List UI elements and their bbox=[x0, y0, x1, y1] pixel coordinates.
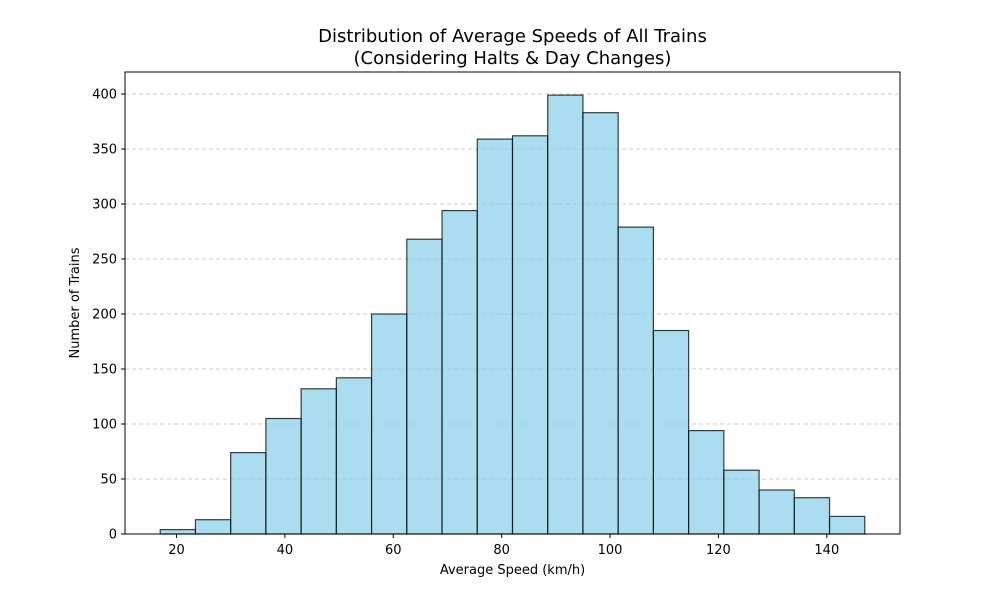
y-tick-label: 300 bbox=[92, 198, 117, 213]
histogram-bar bbox=[688, 430, 725, 535]
chart-title-line-2: (Considering Halts & Day Changes) bbox=[354, 48, 672, 69]
y-tick-label: 100 bbox=[92, 418, 117, 433]
y-tick-label: 250 bbox=[92, 253, 117, 268]
histogram-bar bbox=[758, 489, 795, 535]
histogram-bars bbox=[159, 94, 866, 535]
histogram-bar bbox=[406, 238, 443, 535]
histogram-bar bbox=[159, 528, 197, 535]
histogram-bar bbox=[793, 497, 831, 535]
histogram-bar bbox=[723, 469, 760, 535]
x-tick-label: 100 bbox=[598, 543, 623, 558]
x-tick-label: 60 bbox=[385, 543, 402, 558]
y-tick-label: 400 bbox=[92, 88, 117, 103]
histogram-bar bbox=[582, 112, 619, 535]
y-axis-label: Number of Trains bbox=[68, 247, 83, 358]
histogram-bar bbox=[547, 94, 584, 535]
x-tick-label: 80 bbox=[493, 543, 510, 558]
histogram-bar bbox=[300, 388, 337, 535]
plot-frame bbox=[124, 71, 901, 535]
chart-title-line-1: Distribution of Average Speeds of All Tr… bbox=[318, 26, 707, 47]
x-tick-label: 140 bbox=[814, 543, 839, 558]
histogram-bar bbox=[230, 452, 267, 535]
histogram-bar bbox=[828, 515, 866, 535]
y-tick-label: 350 bbox=[92, 143, 117, 158]
x-tick-label: 20 bbox=[168, 543, 185, 558]
x-tick-label: 120 bbox=[706, 543, 731, 558]
y-tick-label: 200 bbox=[92, 308, 117, 323]
histogram-bar bbox=[265, 417, 302, 535]
histogram-bar bbox=[441, 210, 478, 535]
histogram-bar bbox=[194, 519, 232, 535]
y-tick-label: 150 bbox=[92, 363, 117, 378]
y-tick-label: 50 bbox=[100, 473, 117, 488]
x-axis-label: Average Speed (km/h) bbox=[440, 563, 585, 578]
histogram-bar bbox=[511, 135, 549, 535]
histogram-bar bbox=[335, 377, 373, 535]
x-tick-label: 40 bbox=[277, 543, 294, 558]
histogram-bar bbox=[476, 138, 514, 535]
y-tick-label: 0 bbox=[109, 528, 117, 543]
x-axis-ticks: 20 40 60 80 100 120 140 bbox=[168, 534, 839, 558]
histogram-bar bbox=[370, 313, 408, 535]
histogram-bar bbox=[617, 226, 655, 535]
y-axis-ticks: 0 50 100 150 200 250 300 350 400 bbox=[92, 88, 125, 543]
histogram-bar bbox=[652, 329, 690, 535]
